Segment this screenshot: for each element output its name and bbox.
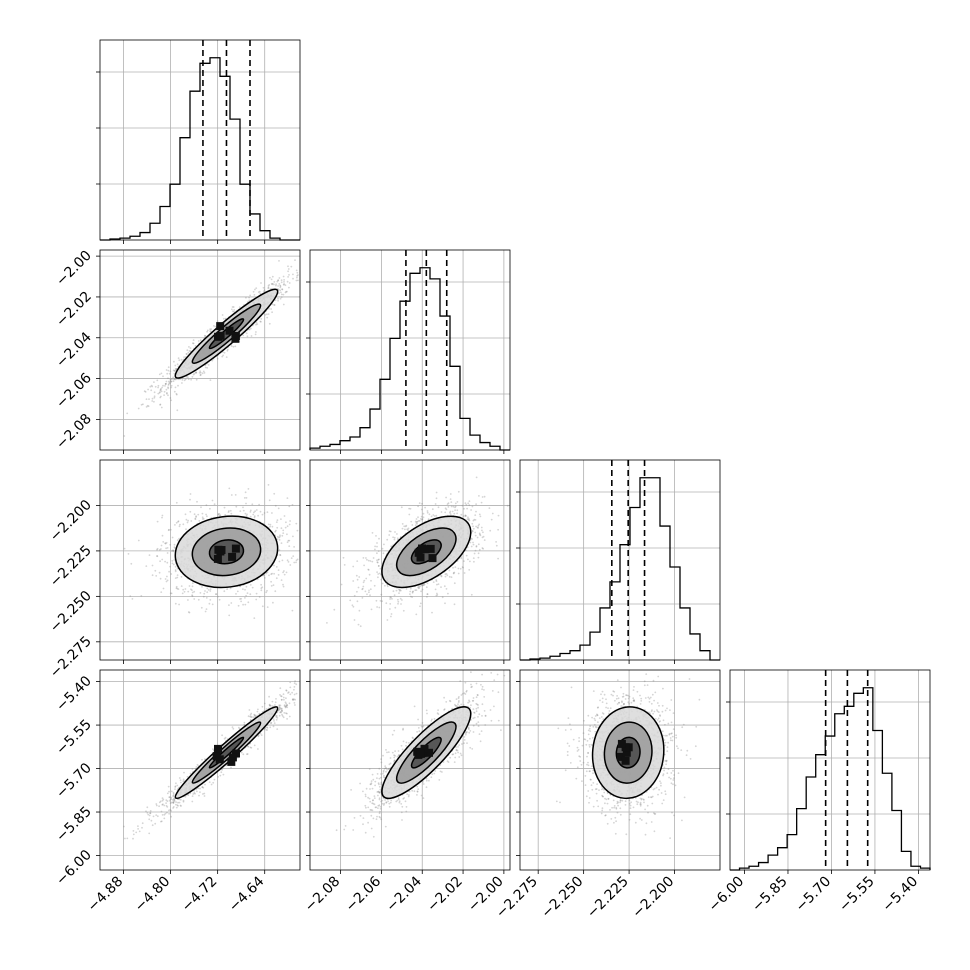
density-core-cell [228, 552, 237, 561]
histogram-step [520, 477, 720, 661]
density-contours [174, 515, 279, 589]
panel-frame [309, 669, 511, 871]
x-tick-label: −2.06 [343, 873, 385, 915]
density-core-cell [214, 744, 222, 753]
density-core-cell [212, 752, 221, 761]
y-tick-label: −2.275 [47, 633, 95, 681]
density-core-cell [228, 753, 237, 762]
density-contours [381, 706, 472, 800]
y-tick-label: −2.250 [47, 588, 95, 636]
density-core-cell [231, 544, 240, 553]
x-tick-label: −6.00 [706, 874, 748, 916]
density-core-cell [621, 756, 630, 765]
grid-lines [520, 460, 720, 660]
density-core-cell [426, 544, 435, 553]
x-tick-label: −5.70 [793, 874, 835, 916]
scatter-panel [306, 459, 511, 664]
density-core-cell [622, 748, 631, 757]
y-tick-label: −2.00 [53, 248, 95, 290]
x-tick-label: −5.85 [749, 874, 791, 916]
y-tick-label: −5.70 [53, 760, 95, 802]
x-tick-label: −4.80 [132, 874, 174, 916]
density-core-cell [217, 546, 226, 554]
panel-frame [309, 249, 511, 451]
y-tick-label: −6.00 [53, 847, 95, 889]
panel-frame [309, 459, 511, 661]
grid-lines [100, 40, 300, 240]
y-tick-label: −2.200 [47, 497, 95, 545]
y-tick-label: −2.02 [53, 288, 95, 330]
density-core-cell [617, 739, 626, 748]
density-contours [381, 515, 472, 589]
grid-lines [310, 250, 510, 450]
density-core-cell [225, 326, 234, 335]
y-tick-label: −5.55 [53, 717, 95, 759]
scatter-panel: −2.275−2.250−2.225−2.200 [493, 669, 721, 922]
density-core-cell [216, 331, 225, 340]
density-core-cell [428, 554, 437, 563]
y-tick-label: −2.04 [53, 329, 95, 371]
x-tick-label: −2.200 [629, 874, 677, 922]
density-core-cell [425, 748, 433, 757]
x-tick-label: −5.40 [880, 874, 922, 916]
panel-frame [99, 669, 301, 871]
histogram-step [309, 267, 510, 451]
x-tick-label: −4.72 [179, 874, 221, 916]
histogram-panel [516, 459, 721, 664]
density-core-cell [213, 554, 222, 563]
grid-lines [730, 670, 930, 870]
density-core-cell [416, 749, 425, 758]
scatter-panel: −4.88 −4.80 −4.72 −4.64 −6.00−5.85−5.70−5.55… [53, 669, 301, 916]
x-tick-label: −2.08 [302, 874, 344, 916]
density-contours [174, 706, 279, 800]
panel-frame [519, 669, 721, 871]
scatter-panel: −2.08−2.06−2.04−2.02−2.00 [53, 248, 301, 454]
density-core-cell [414, 548, 423, 557]
histogram-step [100, 57, 300, 241]
histogram-panel: −6.00 −5.85 −5.70 −5.55 −5.40 [706, 669, 931, 916]
y-tick-label: −2.06 [53, 370, 95, 412]
x-tick-label: −4.64 [226, 873, 268, 915]
y-tick-label: −5.85 [53, 804, 95, 846]
density-core-cell [227, 757, 236, 766]
density-core-cell [416, 553, 425, 562]
x-tick-label: −2.04 [383, 873, 425, 915]
scatter-panel: −2.275−2.250−2.225−2.200 [47, 459, 301, 681]
density-core-cell [418, 544, 426, 553]
density-core-cell [616, 752, 625, 761]
y-tick-label: −2.08 [53, 411, 95, 453]
x-tick-label: −2.250 [539, 874, 587, 922]
histogram-panel [96, 39, 301, 244]
x-tick-label: −5.55 [836, 874, 878, 916]
scatter-panel: −2.08−2.06−2.04−2.02−2.00 [302, 669, 511, 916]
x-tick-label: −4.88 [85, 874, 127, 916]
panel-frame [99, 249, 301, 451]
histogram-step [730, 687, 931, 871]
panel-frame [99, 459, 301, 661]
density-contours [591, 706, 665, 800]
density-contours [174, 288, 279, 379]
x-tick-label: −2.02 [424, 874, 466, 916]
grid-lines [100, 250, 300, 450]
density-core-cell [231, 334, 240, 343]
panel-frame [519, 459, 721, 661]
density-core-cell [420, 744, 429, 753]
grid-lines [310, 460, 510, 660]
grid-lines [310, 670, 510, 870]
histogram-panel [306, 249, 511, 454]
panel-frame [99, 39, 301, 241]
x-tick-label: −2.225 [584, 874, 632, 922]
y-tick-label: −2.225 [47, 542, 95, 590]
panel-frame [729, 669, 931, 871]
density-core-cell [216, 322, 225, 331]
